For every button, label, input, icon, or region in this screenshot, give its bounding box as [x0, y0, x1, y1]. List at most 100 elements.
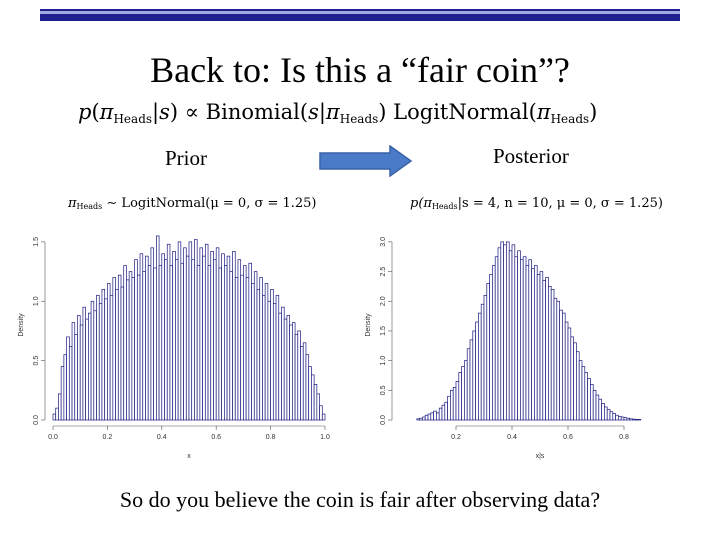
histogram-bar — [218, 267, 222, 421]
y-axis-label: Density — [365, 313, 372, 337]
histogram-bar — [308, 366, 312, 421]
histogram-bar — [292, 322, 296, 421]
histogram-bar — [115, 289, 119, 421]
histogram-bar — [492, 265, 496, 421]
histogram-bar — [461, 366, 465, 421]
histogram-bar — [232, 251, 236, 421]
histogram-bar — [128, 271, 133, 421]
histogram-bar — [433, 410, 437, 421]
histogram-bar — [283, 318, 288, 421]
histogram-bar — [158, 265, 163, 421]
histogram-bar — [511, 244, 516, 421]
histogram-bar — [564, 321, 569, 421]
histogram-bar — [210, 251, 214, 421]
histogram-bar — [58, 393, 62, 421]
histogram-bar — [264, 283, 269, 421]
histogram-bar — [587, 378, 591, 421]
y-tick-label: 1.5 — [33, 237, 40, 247]
histogram-bar — [522, 256, 527, 421]
histogram-bar — [590, 384, 594, 421]
arrow-graphic — [319, 145, 413, 177]
histogram-bar — [300, 346, 304, 421]
histogram-bar — [556, 300, 560, 421]
prior-label: Prior — [165, 146, 207, 170]
histogram-bar — [604, 406, 608, 421]
formula-pi: π — [99, 100, 114, 124]
formula-s: s — [308, 100, 319, 124]
histogram-bar — [237, 259, 242, 421]
x-tick-label: 0.6 — [211, 434, 221, 441]
histogram-bar — [104, 298, 108, 421]
histogram-bar — [297, 330, 301, 421]
histogram-bar — [480, 303, 485, 421]
prior-title-rhs: ∼ LogitNormal(μ = 0, σ = 1.25) — [106, 196, 317, 211]
histogram-bar — [199, 247, 203, 421]
histogram-bar — [272, 303, 277, 421]
histogram-bar — [430, 412, 434, 421]
histogram-bar — [85, 318, 89, 421]
histogram-bar — [172, 251, 176, 421]
formula-pi-2: π — [325, 100, 340, 124]
histogram-bar — [259, 277, 263, 421]
bottom-question: So do you believe the coin is fair after… — [119, 487, 601, 512]
histogram-bar — [598, 398, 602, 421]
x-axis-label: x — [187, 453, 191, 460]
prior-chart-title: πHeads ∼ LogitNormal(μ = 0, σ = 1.25) — [68, 196, 317, 211]
histogram-bar — [229, 271, 233, 421]
histogram-bar — [539, 271, 544, 421]
histogram-bar — [243, 265, 247, 421]
prior-title-sub: Heads — [76, 202, 103, 211]
prior-title-lhs: π — [68, 196, 77, 211]
histogram-bar — [559, 309, 563, 421]
histogram-bar — [79, 324, 84, 421]
histogram-bar — [466, 348, 471, 421]
histogram-bar — [150, 247, 154, 421]
x-tick-label: 0.2 — [451, 434, 461, 441]
formula-heads-sub: Heads — [113, 112, 153, 126]
histogram-bar — [483, 294, 488, 421]
slide-title: Back to: Is this a “fair coin”? — [150, 50, 570, 90]
histogram-bar — [534, 265, 538, 421]
histogram-bar — [500, 241, 504, 421]
histogram-bar — [93, 310, 97, 421]
histogram-bar — [592, 389, 597, 421]
histogram-bar — [177, 241, 182, 421]
histogram-bar — [248, 262, 252, 421]
histogram-bar — [573, 342, 577, 421]
histogram-bar — [584, 372, 588, 421]
histogram-bar — [427, 413, 432, 421]
histogram-bar — [289, 324, 293, 421]
histogram-bar — [609, 411, 614, 421]
histogram-bar — [90, 300, 95, 421]
histogram-bar — [562, 312, 566, 421]
histogram-bar — [196, 265, 201, 421]
histogram-bar — [436, 412, 440, 421]
formula-propto: ∝ — [184, 100, 199, 124]
histogram-bar — [494, 256, 499, 421]
histogram-bar — [126, 279, 130, 421]
histogram-bar — [191, 259, 195, 421]
histogram-bar — [286, 315, 290, 421]
y-tick-label: 2.5 — [380, 267, 387, 277]
y-tick-label: 1.0 — [33, 296, 40, 306]
formula-binomial: Binomial — [205, 100, 300, 124]
histogram-bar — [319, 405, 323, 421]
histogram-bar — [424, 414, 429, 421]
histogram-bar — [139, 253, 144, 421]
histogram-bar — [475, 321, 479, 421]
y-tick-label: 0.5 — [33, 356, 40, 366]
histogram-bar — [66, 336, 70, 421]
histogram-bar — [112, 277, 116, 421]
x-axis-label: x|s — [536, 453, 545, 460]
histogram-bar — [601, 403, 605, 421]
y-tick-label: 0.0 — [380, 415, 387, 425]
histogram-bar — [183, 247, 187, 421]
histogram-bar — [447, 395, 451, 421]
y-tick-label: 1.0 — [380, 356, 387, 366]
histogram-bar — [180, 262, 184, 421]
histogram-bar — [134, 259, 138, 421]
histogram-bar — [525, 265, 530, 421]
histogram-bar — [221, 253, 225, 421]
histogram-bar — [213, 259, 217, 421]
histogram-bar — [224, 265, 228, 421]
